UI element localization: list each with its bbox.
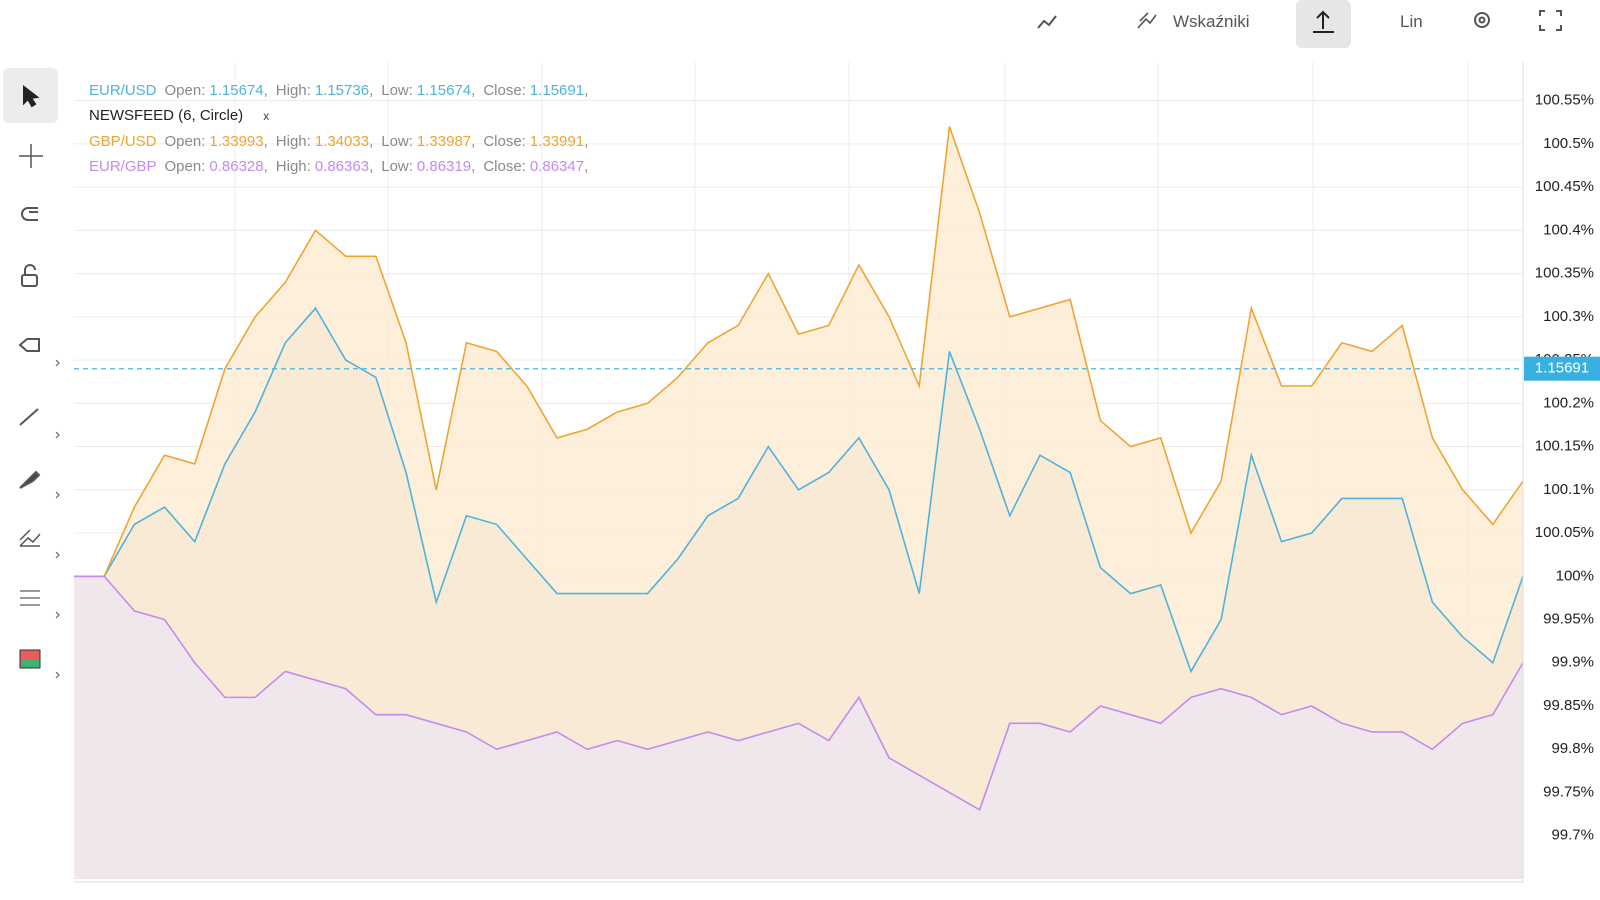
legend-field-label: Close: (483, 158, 526, 175)
y-tick-label: 99.95% (1543, 611, 1594, 628)
legend-field-value: 1.15691 (529, 82, 585, 99)
y-tick-label: 100.15% (1535, 438, 1594, 455)
legend-symbol: EUR/USD (89, 82, 157, 99)
legend-field-label: High: (275, 133, 311, 150)
measure-tool-part (21, 660, 39, 667)
legend-field-value: 0.86347 (529, 158, 585, 175)
legend-separator: , (369, 133, 374, 150)
legend-field-label: Open: (164, 158, 206, 175)
price-tag (1524, 356, 1600, 381)
legend-field-value: 0.86363 (314, 158, 370, 175)
y-tick-label: 100.4% (1543, 221, 1594, 238)
legend-separator: , (263, 82, 268, 99)
brush-tool[interactable] (19, 470, 41, 489)
y-tick-label: 100.5% (1543, 135, 1594, 152)
hlines-tool[interactable] (20, 590, 40, 606)
series-line (74, 306, 1524, 674)
sidebar (18, 84, 60, 679)
price-tag-label: 1.15691 (1535, 360, 1589, 377)
legend-field-value: 0.86319 (416, 158, 472, 175)
fullscreen-button[interactable] (1539, 10, 1562, 31)
legend-separator: , (369, 158, 374, 175)
legend-separator: , (369, 82, 374, 99)
fib-tool[interactable] (19, 529, 41, 547)
price-tool[interactable] (18, 338, 40, 352)
settings-hub (1478, 16, 1486, 24)
legend-field-label: Low: (381, 133, 413, 150)
y-tick-label: 100.2% (1543, 394, 1594, 411)
series-area (74, 126, 1523, 880)
legend-separator: , (584, 82, 589, 99)
legend-field-label: Close: (483, 82, 526, 99)
lock-tool[interactable] (21, 274, 38, 287)
legend-field-label: Open: (164, 133, 206, 150)
scale-button[interactable]: Lin (1400, 12, 1423, 31)
y-tick-label: 100.1% (1543, 481, 1594, 498)
newsfeed-close[interactable]: x (263, 109, 270, 123)
legend-row: EUR/USD Open: 1.15674, High: 1.15736, Low: 1.1… (89, 78, 588, 103)
legend-separator: , (263, 133, 268, 150)
chart-type-button[interactable] (1037, 15, 1057, 29)
legend: EUR/USD Open: 1.15674, High: 1.15736, Low: 1.1… (89, 78, 588, 179)
cross-tool[interactable] (19, 144, 43, 168)
series-line (74, 126, 1524, 578)
legend-symbol: EUR/GBP (89, 158, 157, 175)
y-tick-label: 99.75% (1543, 783, 1594, 800)
y-tick-label: 99.7% (1551, 827, 1594, 844)
legend-symbol: GBP/USD (89, 133, 157, 150)
line-tool[interactable] (19, 408, 39, 426)
legend-separator: , (584, 158, 589, 175)
legend-field-value: 1.34033 (314, 133, 370, 150)
indicators-button[interactable]: Wskaźniki (1173, 12, 1250, 31)
legend-field-value: 1.33993 (209, 133, 264, 150)
legend-field-label: High: (275, 82, 311, 99)
y-tick-label: 99.9% (1551, 654, 1594, 671)
y-tick-label: 99.85% (1543, 697, 1594, 714)
y-tick-label: 100.35% (1535, 265, 1594, 282)
y-tick-label: 100% (1556, 567, 1594, 584)
y-tick-label: 100.3% (1543, 308, 1594, 325)
legend-field-value: 1.15674 (416, 82, 472, 99)
legend-separator: , (471, 82, 476, 99)
legend-separator: , (263, 158, 268, 175)
compare-icon (1313, 10, 1334, 33)
legend-field-value: 0.86328 (209, 158, 264, 175)
toolbar-icons (1037, 0, 1562, 48)
legend-field-value: 1.33987 (416, 133, 472, 150)
legend-field-label: Low: (381, 82, 413, 99)
legend-row: EUR/GBP Open: 0.86328, High: 0.86363, Low: 0.8… (89, 154, 588, 179)
newsfeed-row: NEWSFEED (6, Circle) x (89, 103, 588, 129)
legend-field-label: Open: (164, 82, 206, 99)
toolbar: Wskaźniki Lin (0, 0, 1600, 50)
series-line (74, 575, 1524, 811)
legend-field-value: 1.33991 (529, 133, 585, 150)
series-area (74, 576, 1523, 879)
submenu-arrows (55, 359, 60, 679)
settings-button[interactable] (1474, 12, 1490, 28)
legend-separator: , (471, 158, 476, 175)
legend-field-label: Close: (483, 133, 526, 150)
y-tick-label: 100.45% (1535, 178, 1594, 195)
newsfeed-label: NEWSFEED (6, Circle) (89, 107, 244, 124)
legend-field-label: High: (275, 158, 311, 175)
legend-field-value: 1.15674 (209, 82, 264, 99)
y-tick-label: 100.05% (1535, 524, 1594, 541)
pointer-tool[interactable] (23, 84, 40, 108)
magnet-tool[interactable] (21, 207, 38, 221)
legend-separator: , (471, 133, 476, 150)
legend-row: GBP/USD Open: 1.33993, High: 1.34033, Low: 1.3… (89, 129, 588, 154)
y-tick-label: 100.55% (1535, 92, 1594, 109)
legend-field-value: 1.15736 (314, 82, 370, 99)
legend-separator: , (584, 133, 589, 150)
y-tick-label: 99.8% (1551, 740, 1594, 757)
indicators-icon (1137, 12, 1157, 29)
lock-shackle (24, 264, 36, 275)
legend-field-label: Low: (381, 158, 413, 175)
